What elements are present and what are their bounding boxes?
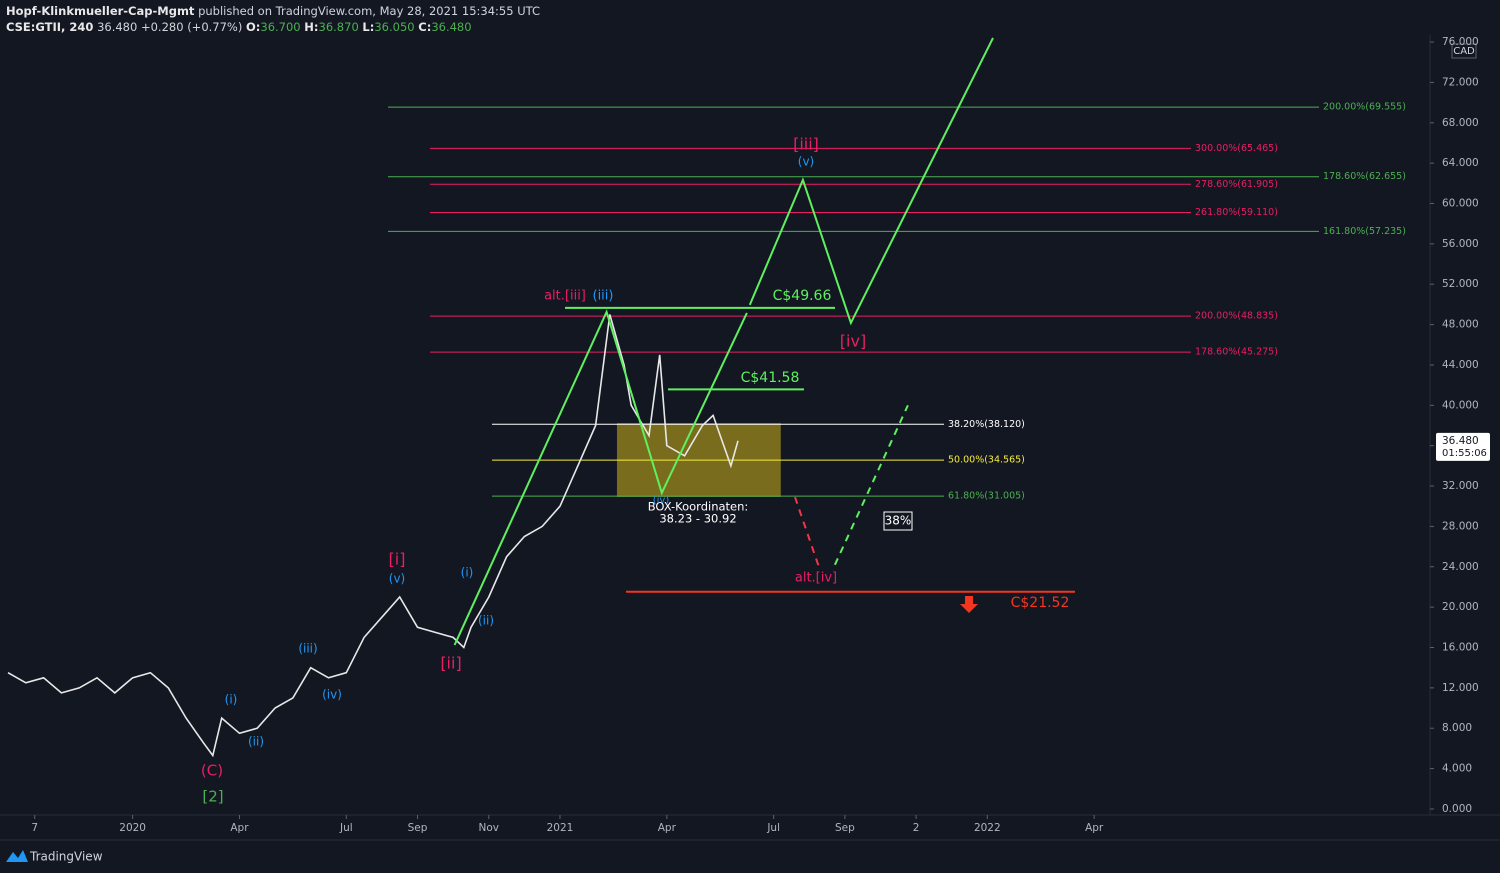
annotation: (iii) bbox=[298, 642, 317, 656]
annotation: (iv) bbox=[653, 495, 670, 506]
annotation: [iii] bbox=[793, 135, 819, 154]
annotation-box bbox=[883, 511, 913, 531]
y-tick-label: 68.000 bbox=[1442, 117, 1479, 129]
y-tick-label: 72.000 bbox=[1442, 76, 1479, 88]
c: 36.480 bbox=[431, 20, 472, 34]
published: published on TradingView.com, May 28, 20… bbox=[198, 4, 541, 18]
annotation: [iv] bbox=[840, 332, 866, 351]
x-tick-label: 2021 bbox=[547, 822, 574, 834]
annotation: (i) bbox=[461, 566, 474, 580]
projection bbox=[453, 309, 748, 646]
y-tick-label: 56.000 bbox=[1442, 238, 1479, 250]
header-line: Hopf-Klinkmueller-Cap-Mgmt published on … bbox=[6, 3, 540, 19]
h: 36.870 bbox=[318, 20, 359, 34]
level-label: 200.00%(48.835) bbox=[1195, 311, 1278, 322]
header: Hopf-Klinkmueller-Cap-Mgmt published on … bbox=[6, 3, 540, 35]
y-tick-label: 0.000 bbox=[1442, 803, 1472, 815]
l: 36.050 bbox=[374, 20, 415, 34]
box-title: BOX-Koordinaten: bbox=[648, 500, 749, 514]
x-tick-label: Apr bbox=[1085, 822, 1104, 834]
target-label: C$21.52 bbox=[1011, 595, 1070, 611]
annotation: (i) bbox=[225, 693, 238, 707]
y-tick-label: 8.000 bbox=[1442, 722, 1472, 734]
author: Hopf-Klinkmueller-Cap-Mgmt bbox=[6, 4, 195, 18]
level-label: 50.00%(34.565) bbox=[948, 455, 1025, 466]
countdown: 01:55:06 bbox=[1442, 448, 1487, 459]
x-tick-label: Apr bbox=[658, 822, 677, 834]
y-tick-label: 44.000 bbox=[1442, 359, 1479, 371]
x-tick-label: Jul bbox=[766, 822, 780, 834]
x-tick-label: 2020 bbox=[119, 822, 146, 834]
projection bbox=[833, 404, 909, 566]
y-tick-label: 60.000 bbox=[1442, 198, 1479, 210]
level-label: 178.60%(45.275) bbox=[1195, 347, 1278, 358]
level-label: 300.00%(65.465) bbox=[1195, 143, 1278, 154]
o-label: O: bbox=[246, 20, 261, 34]
x-tick-label: Nov bbox=[479, 822, 500, 834]
annotation: alt.[iv] bbox=[795, 571, 837, 586]
symbol: CSE:GTII, 240 bbox=[6, 20, 94, 34]
y-tick-label: 64.000 bbox=[1442, 157, 1479, 169]
logo bbox=[6, 850, 28, 862]
y-tick-label: 4.000 bbox=[1442, 763, 1472, 775]
annotation: (v) bbox=[798, 155, 814, 169]
annotation: [2] bbox=[202, 788, 223, 806]
last: 36.480 bbox=[97, 20, 138, 34]
projection bbox=[794, 496, 821, 571]
y-tick-label: 16.000 bbox=[1442, 641, 1479, 653]
annotation: (ii) bbox=[248, 735, 264, 749]
price-tag bbox=[1436, 432, 1490, 461]
level-label: 278.60%(61.905) bbox=[1195, 179, 1278, 190]
annotation: [ii] bbox=[440, 654, 461, 673]
x-tick-label: Sep bbox=[835, 822, 855, 834]
c-label: C: bbox=[418, 20, 432, 34]
annotation: (ii) bbox=[478, 614, 494, 628]
level-label: 38.20%(38.120) bbox=[948, 419, 1025, 430]
target-label: C$41.58 bbox=[741, 370, 800, 386]
down-arrow bbox=[960, 596, 978, 613]
y-tick-label: 32.000 bbox=[1442, 480, 1479, 492]
header-line: CSE:GTII, 240 36.480 +0.280 (+0.77%) O:3… bbox=[6, 19, 540, 35]
y-tick-label: 20.000 bbox=[1442, 601, 1479, 613]
annotation: (C) bbox=[201, 762, 223, 780]
x-tick-label: 7 bbox=[31, 822, 38, 834]
annotation: (v) bbox=[389, 572, 405, 586]
y-tick-label: 28.000 bbox=[1442, 520, 1479, 532]
l-label: L: bbox=[362, 20, 375, 34]
annotation: 38% bbox=[885, 514, 912, 528]
currency-box bbox=[1451, 43, 1477, 59]
box-range: 38.23 - 30.92 bbox=[659, 512, 736, 526]
annotation: (iv) bbox=[322, 688, 342, 702]
projection bbox=[748, 37, 994, 326]
price-tag-label: 36.480 bbox=[1442, 435, 1479, 447]
x-tick-label: Jul bbox=[339, 822, 353, 834]
h-label: H: bbox=[304, 20, 319, 34]
level-label: 200.00%(69.555) bbox=[1323, 102, 1406, 113]
level-label: 178.60%(62.655) bbox=[1323, 171, 1406, 182]
level-label: 161.80%(57.235) bbox=[1323, 226, 1406, 237]
level-label: 261.80%(59.110) bbox=[1195, 207, 1278, 218]
o: 36.700 bbox=[260, 20, 301, 34]
y-tick-label: 40.000 bbox=[1442, 399, 1479, 411]
y-tick-label: 24.000 bbox=[1442, 561, 1479, 573]
annotation: [i] bbox=[389, 550, 406, 569]
brand: TradingView bbox=[29, 850, 103, 864]
x-tick-label: 2022 bbox=[974, 822, 1001, 834]
y-tick-label: 12.000 bbox=[1442, 682, 1479, 694]
y-tick-label: 52.000 bbox=[1442, 278, 1479, 290]
x-tick-label: Apr bbox=[230, 822, 249, 834]
x-tick-label: Sep bbox=[408, 822, 428, 834]
level-label: 61.80%(31.005) bbox=[948, 491, 1025, 502]
currency: CAD bbox=[1453, 46, 1475, 57]
change: +0.280 (+0.77%) bbox=[140, 20, 243, 34]
y-tick-label: 76.000 bbox=[1442, 36, 1479, 48]
target-label: C$49.66 bbox=[773, 288, 832, 304]
annotation: alt.[iii] bbox=[544, 289, 586, 304]
x-tick-label: 2 bbox=[913, 822, 920, 834]
annotation: (iii) bbox=[593, 289, 614, 304]
y-tick-label: 48.000 bbox=[1442, 319, 1479, 331]
